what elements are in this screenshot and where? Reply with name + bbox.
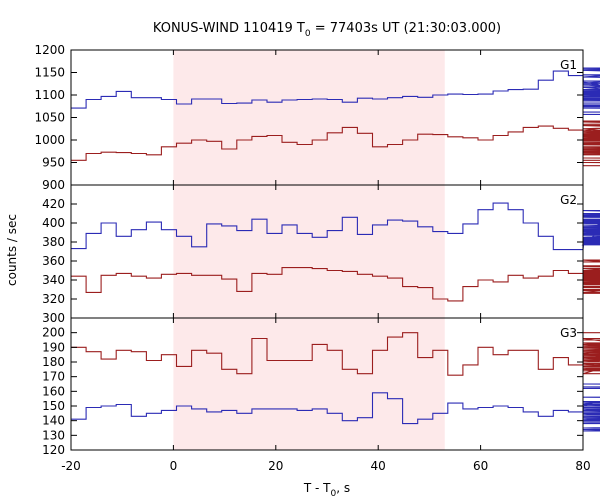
- x-tick-label: 0: [170, 459, 178, 473]
- y-tick-label: 190: [42, 340, 65, 354]
- y-tick-label: 420: [42, 197, 65, 211]
- x-tick-label: 80: [575, 459, 590, 473]
- y-tick-label: 320: [42, 292, 65, 306]
- y-tick-label: 950: [42, 156, 65, 170]
- chart-title: KONUS-WIND 110419 T0 = 77403s UT (21:30:…: [153, 21, 501, 39]
- series-line-blue: [71, 383, 600, 432]
- highlight-interval: [173, 185, 445, 318]
- y-tick-label: 130: [42, 428, 65, 442]
- x-tick-label: 20: [268, 459, 283, 473]
- y-tick-label: 180: [42, 355, 65, 369]
- y-tick-label: 360: [42, 254, 65, 268]
- panel-frame: [70, 317, 584, 451]
- y-tick-label: 160: [42, 384, 65, 398]
- panel-g1: 900 950 1000 1050 1100 1150 1200 G1: [34, 43, 600, 192]
- y-tick-label: 340: [42, 273, 65, 287]
- y-tick-label: 900: [42, 178, 65, 192]
- series-line-red: [71, 120, 600, 167]
- y-tick-label: 140: [42, 414, 65, 428]
- y-tick-label: 400: [42, 216, 65, 230]
- y-tick-label: 200: [42, 326, 65, 340]
- series-line-red: [71, 332, 600, 376]
- x-axis-label: T - T0, s: [303, 481, 350, 499]
- y-tick-label: 300: [42, 311, 65, 325]
- x-tick-label: -20: [61, 459, 81, 473]
- panel-label: G3: [560, 326, 577, 340]
- series-line-blue: [71, 67, 600, 115]
- y-tick-label: 380: [42, 235, 65, 249]
- highlight-interval: [173, 50, 445, 185]
- y-tick-label: 150: [42, 399, 65, 413]
- panel-label: G1: [560, 58, 577, 72]
- y-tick-label: 1200: [34, 43, 65, 57]
- y-tick-label: 1050: [34, 111, 65, 125]
- series-line-red: [71, 259, 600, 302]
- highlight-interval: [173, 318, 445, 450]
- y-tick-label: 1100: [34, 88, 65, 102]
- panel-label: G2: [560, 193, 577, 207]
- x-tick-label: 60: [473, 459, 488, 473]
- series-line-blue: [71, 202, 600, 251]
- y-tick-label: 1000: [34, 133, 65, 147]
- x-tick-label: 40: [371, 459, 386, 473]
- y-tick-label: 170: [42, 370, 65, 384]
- panels-group: 90095010001050110011501200G1300320340360…: [34, 43, 600, 473]
- y-axis-label: counts / sec: [5, 214, 19, 286]
- panel-g2: 300 320 340 360 380 400 420 G2: [42, 184, 600, 325]
- y-tick-label: 1150: [34, 66, 65, 80]
- y-tick-label: 120: [42, 443, 65, 457]
